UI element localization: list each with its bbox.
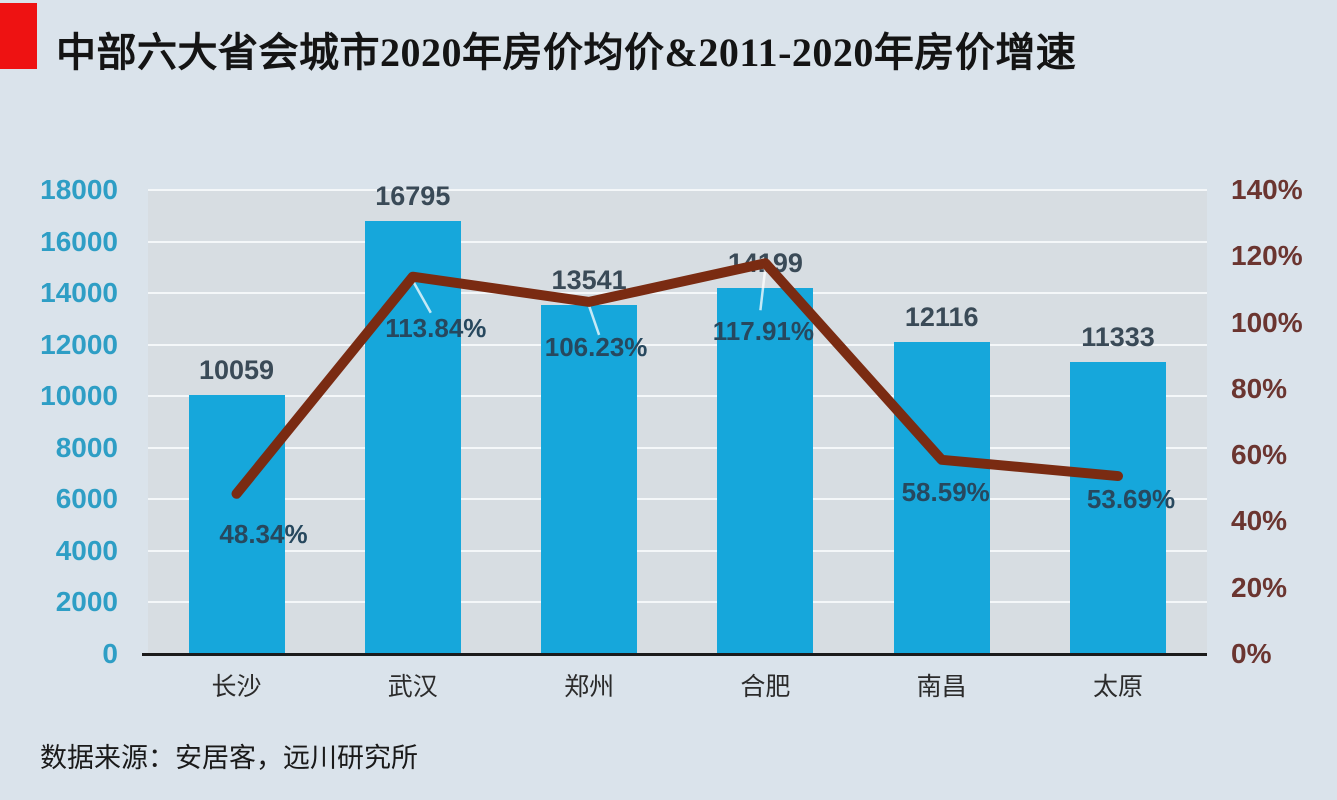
- right-axis-tick-label: 60%: [1231, 439, 1288, 471]
- right-axis-tick-label: 140%: [1231, 174, 1303, 205]
- gridline: [148, 240, 1207, 243]
- right-axis-tick-label: 20%: [1231, 571, 1288, 603]
- right-axis-tick-label: 0%: [1231, 638, 1272, 669]
- gridline: [148, 498, 1207, 501]
- bar: [364, 221, 461, 654]
- left-axis-tick-label: 18000: [40, 174, 118, 205]
- right-axis-tick-label: 100%: [1231, 306, 1303, 338]
- left-axis-tick-label: 12000: [40, 328, 118, 360]
- category-label: 合肥: [740, 673, 791, 701]
- growth-value-label: 113.84%: [385, 312, 487, 343]
- gridline: [148, 601, 1207, 604]
- source-note: 数据来源：安居客，远川研究所: [40, 743, 418, 773]
- bar-value-label: 14199: [727, 247, 803, 278]
- right-axis-tick-label: 40%: [1231, 505, 1288, 537]
- left-axis-tick-label: 0: [102, 638, 118, 669]
- left-axis-tick-label: 6000: [55, 483, 118, 515]
- right-axis-tick-label: 120%: [1231, 240, 1303, 272]
- title-accent-block: [0, 3, 37, 69]
- bar-value-label: 11333: [1081, 321, 1155, 352]
- category-label: 长沙: [211, 673, 262, 701]
- bar-value-label: 12116: [904, 301, 979, 332]
- growth-value-label: 53.69%: [1086, 484, 1176, 515]
- growth-value-label: 48.34%: [219, 518, 308, 549]
- x-axis-line: [142, 653, 1207, 656]
- gridline: [148, 446, 1207, 449]
- growth-value-label: 106.23%: [544, 331, 648, 362]
- growth-value-label: 58.59%: [901, 476, 990, 507]
- gridline: [148, 549, 1207, 552]
- category-label: 太原: [1092, 673, 1143, 701]
- bar-value-label: 13541: [551, 264, 627, 295]
- gridline: [148, 189, 1207, 191]
- plot-area: [148, 190, 1207, 654]
- growth-value-label: 117.91%: [712, 316, 814, 347]
- bar-value-label: 10059: [198, 354, 275, 385]
- chart-title: 中部六大省会城市2020年房价均价&2011-2020年房价增速: [56, 30, 1077, 75]
- bar-value-label: 16795: [375, 181, 451, 212]
- category-label: 郑州: [564, 673, 615, 701]
- category-label: 南昌: [916, 673, 967, 701]
- left-axis-tick-label: 2000: [55, 586, 118, 618]
- left-axis-tick-label: 8000: [55, 431, 118, 463]
- left-axis-tick-label: 10000: [40, 380, 118, 412]
- left-axis-tick-label: 14000: [40, 277, 118, 309]
- category-label: 武汉: [387, 673, 438, 701]
- left-axis-tick-label: 16000: [40, 225, 118, 257]
- gridline: [148, 395, 1207, 398]
- right-axis-tick-label: 80%: [1231, 372, 1288, 404]
- gridline: [148, 292, 1207, 295]
- left-axis-tick-label: 4000: [55, 534, 118, 566]
